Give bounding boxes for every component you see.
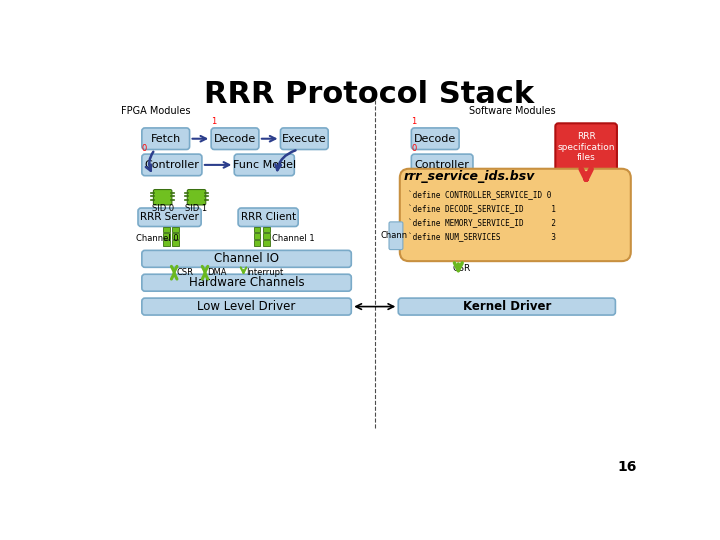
FancyBboxPatch shape (138, 208, 201, 226)
Text: CSR: CSR (176, 268, 194, 277)
Text: SID 1: SID 1 (186, 204, 207, 213)
Text: RRR Server: RRR Server (140, 212, 199, 222)
Text: `define DECODE_SERVICE_ID      1: `define DECODE_SERVICE_ID 1 (408, 205, 556, 214)
Text: `define NUM_SERVICES           3: `define NUM_SERVICES 3 (408, 233, 556, 242)
Text: SID 0: SID 0 (152, 204, 174, 213)
Text: Channel IO: Channel IO (214, 252, 279, 265)
Text: Controller: Controller (145, 160, 199, 170)
Text: Controller: Controller (415, 160, 469, 170)
Text: 16: 16 (618, 461, 637, 475)
FancyBboxPatch shape (238, 208, 298, 226)
FancyBboxPatch shape (142, 274, 351, 291)
Text: 0: 0 (142, 144, 147, 153)
Text: 1: 1 (411, 117, 417, 126)
Bar (263, 240, 270, 246)
FancyBboxPatch shape (142, 298, 351, 315)
Text: Interrupt: Interrupt (246, 268, 283, 277)
Bar (163, 226, 170, 232)
Text: Channel 1: Channel 1 (272, 234, 315, 244)
Bar (172, 233, 179, 239)
Text: Decode: Decode (214, 134, 256, 144)
Text: `define CONTROLLER_SERVICE_ID 0: `define CONTROLLER_SERVICE_ID 0 (408, 191, 551, 200)
Text: Execute: Execute (282, 134, 327, 144)
FancyBboxPatch shape (187, 190, 206, 205)
Text: CSR: CSR (452, 264, 470, 273)
FancyBboxPatch shape (142, 128, 189, 150)
Text: `define MEMORY_SERVICE_ID      2: `define MEMORY_SERVICE_ID 2 (408, 219, 556, 228)
Bar (263, 226, 270, 232)
Bar (172, 240, 179, 246)
Text: Decode: Decode (414, 134, 456, 144)
FancyBboxPatch shape (142, 251, 351, 267)
Bar (263, 233, 270, 239)
Bar (253, 240, 261, 246)
Text: Kernel Driver: Kernel Driver (463, 300, 551, 313)
FancyBboxPatch shape (398, 298, 616, 315)
FancyBboxPatch shape (234, 154, 294, 176)
Text: Chann: Chann (381, 231, 408, 240)
Bar (253, 233, 261, 239)
FancyBboxPatch shape (142, 154, 202, 176)
Text: RRR Client: RRR Client (240, 212, 296, 222)
Text: 0: 0 (411, 144, 417, 153)
Bar (172, 226, 179, 232)
Bar (163, 233, 170, 239)
FancyBboxPatch shape (411, 128, 459, 150)
Bar (163, 240, 170, 246)
FancyBboxPatch shape (389, 222, 403, 249)
Text: Fetch: Fetch (150, 134, 181, 144)
Text: FPGA Modules: FPGA Modules (121, 106, 191, 116)
Text: Low Level Driver: Low Level Driver (197, 300, 296, 313)
Text: Hardware Channels: Hardware Channels (189, 276, 305, 289)
Text: rrr_service_ids.bsv: rrr_service_ids.bsv (403, 170, 535, 183)
Text: Func Model: Func Model (233, 160, 296, 170)
Text: Software Modules: Software Modules (469, 106, 556, 116)
Bar (253, 226, 261, 232)
Text: RRR Protocol Stack: RRR Protocol Stack (204, 80, 534, 109)
Text: 1: 1 (211, 117, 217, 126)
FancyBboxPatch shape (153, 190, 172, 205)
FancyBboxPatch shape (411, 154, 473, 176)
Text: DMA: DMA (207, 268, 227, 277)
FancyBboxPatch shape (281, 128, 328, 150)
Text: RRR
specification
files: RRR specification files (557, 132, 615, 162)
FancyBboxPatch shape (555, 123, 617, 171)
Text: Channel 0: Channel 0 (137, 234, 179, 244)
FancyBboxPatch shape (400, 168, 631, 261)
FancyBboxPatch shape (211, 128, 259, 150)
